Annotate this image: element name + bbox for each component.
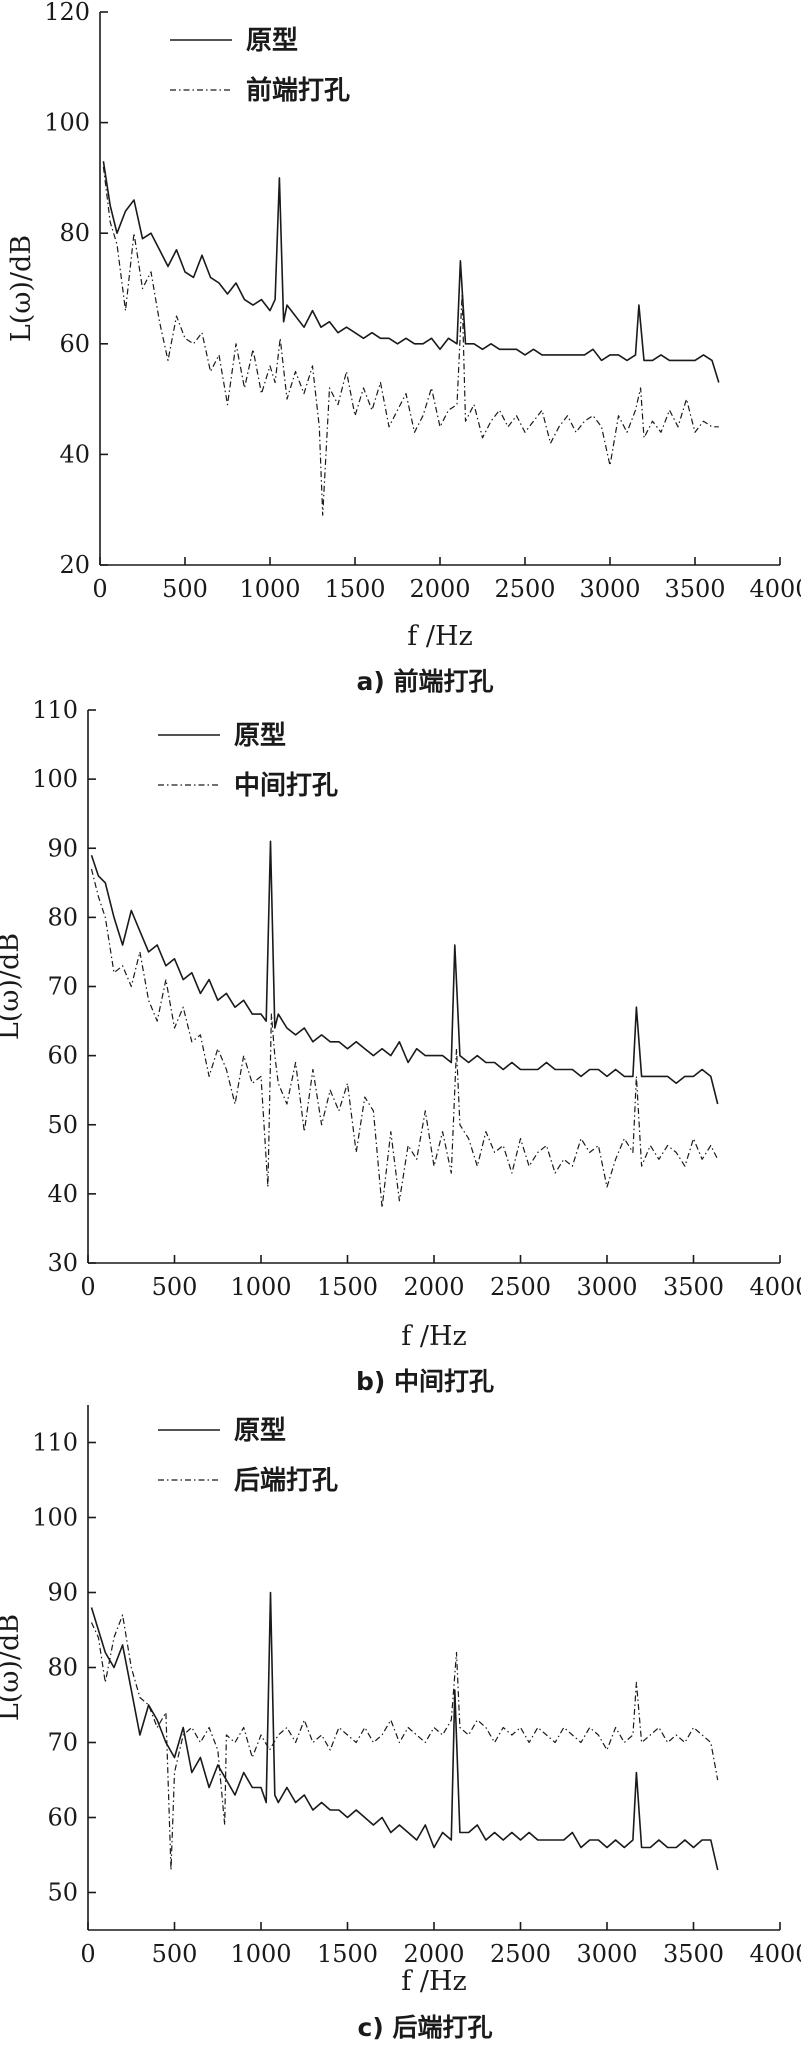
x-tick-label: 2000: [409, 575, 470, 603]
legend-label-2: 前端打孔: [246, 75, 350, 106]
series-line-perforated: [102, 166, 719, 516]
y-tick-label: 100: [32, 1504, 78, 1532]
y-tick-label: 70: [47, 973, 78, 1001]
x-tick-label: 1000: [230, 1273, 291, 1301]
panel-caption: c) 后端打孔: [358, 2013, 493, 2042]
y-tick-label: 60: [47, 1042, 78, 1070]
y-tick-label: 90: [47, 834, 78, 862]
x-tick-label: 1500: [324, 575, 385, 603]
x-tick-label: 4000: [749, 1273, 801, 1301]
series-line-prototype: [90, 1591, 719, 1871]
x-tick-label: 1500: [317, 1273, 378, 1301]
panel-caption: b) 中间打孔: [356, 1367, 494, 1396]
x-axis-label: f /Hz: [401, 1321, 466, 1352]
chart-panel-1: 20 40 60 80 100 120 0 500 1000 1500 2000 2500 3000 35…: [6, 0, 801, 696]
x-tick-label: 2500: [490, 1273, 551, 1301]
y-tick-label: 60: [59, 330, 90, 358]
y-tick-label: 50: [47, 1879, 78, 1907]
panel-caption: a) 前端打孔: [357, 667, 494, 696]
y-tick-label: 80: [47, 903, 78, 931]
legend-label-2: 后端打孔: [234, 1466, 338, 1496]
x-tick-label: 2500: [490, 1940, 551, 1968]
y-tick-label: 30: [47, 1249, 78, 1277]
x-tick-label: 3500: [663, 1940, 724, 1968]
y-tick-label: 50: [47, 1111, 78, 1139]
legend-label-2: 中间打孔: [234, 771, 338, 801]
y-tick-label: 80: [47, 1654, 78, 1682]
x-tick-label: 1000: [230, 1940, 291, 1968]
x-tick-label: 3500: [664, 575, 725, 603]
y-axis-label: L(ω)/dB: [6, 235, 37, 342]
y-tick-label: 20: [59, 551, 90, 579]
x-tick-label: 1000: [239, 575, 300, 603]
x-tick-label: 3000: [579, 575, 640, 603]
y-tick-label: 90: [47, 1579, 78, 1607]
series-line-prototype: [102, 161, 720, 383]
legend-label-1: 原型: [234, 1416, 286, 1446]
x-tick-label: 2000: [403, 1273, 464, 1301]
x-tick-label: 1500: [317, 1940, 378, 1968]
legend-label-1: 原型: [246, 26, 298, 56]
x-tick-label: 3000: [576, 1940, 637, 1968]
x-tick-label: 3000: [576, 1273, 637, 1301]
x-tick-label: 4000: [749, 575, 801, 603]
series-line-perforated: [90, 1614, 719, 1871]
y-tick-label: 40: [59, 440, 90, 468]
x-tick-label: 500: [152, 1940, 198, 1968]
series-line-perforated: [90, 868, 719, 1209]
y-tick-label: 110: [32, 1429, 78, 1457]
y-tick-label: 110: [32, 696, 78, 724]
y-axis-label: L(ω)/dB: [0, 933, 25, 1040]
x-tick-label: 2500: [494, 575, 555, 603]
y-tick-label: 120: [44, 0, 90, 26]
y-tick-label: 40: [47, 1180, 78, 1208]
x-tick-label: 0: [92, 575, 107, 603]
y-tick-label: 70: [47, 1729, 78, 1757]
x-axis-label: f /Hz: [401, 1966, 466, 1997]
y-tick-label: 80: [59, 219, 90, 247]
x-tick-label: 0: [80, 1940, 95, 1968]
x-tick-label: 4000: [749, 1940, 801, 1968]
chart-panel-2: 30 40 50 60 70 80 90 100 110 0 500 1000 1500 2000 2500…: [0, 696, 801, 1396]
x-tick-label: 2000: [403, 1940, 464, 1968]
x-tick-label: 3500: [663, 1273, 724, 1301]
y-tick-label: 60: [47, 1804, 78, 1832]
y-axis-label: L(ω)/dB: [0, 1614, 25, 1721]
x-tick-label: 500: [152, 1273, 198, 1301]
x-tick-label: 500: [162, 575, 208, 603]
legend-label-1: 原型: [234, 721, 286, 751]
x-tick-label: 0: [80, 1273, 95, 1301]
x-axis-label: f /Hz: [407, 621, 472, 652]
series-line-prototype: [90, 840, 719, 1105]
y-tick-label: 100: [32, 765, 78, 793]
y-tick-label: 100: [44, 109, 90, 137]
chart-panel-3: 50 60 70 80 90 100 110 0 500 1000 1500 2000 2500 3000…: [0, 1405, 801, 2042]
